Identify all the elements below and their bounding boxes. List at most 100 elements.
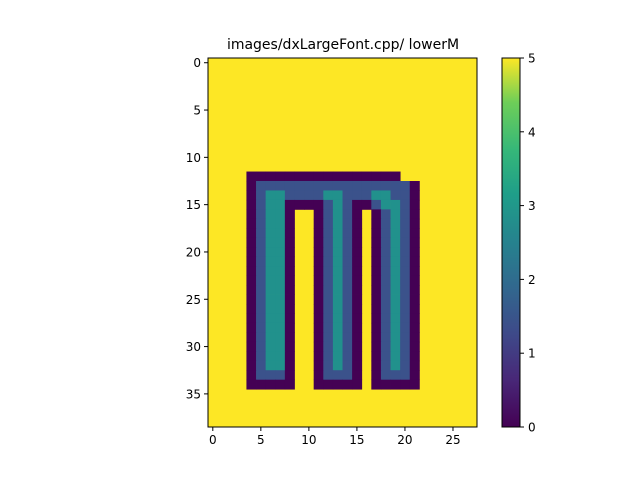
heatmap-cell: [284, 332, 295, 343]
heatmap-cell: [400, 360, 411, 371]
heatmap-cell: [265, 370, 276, 381]
heatmap-cell: [313, 199, 324, 210]
heatmap-cell: [332, 190, 343, 201]
heatmap-cell: [284, 313, 295, 324]
heatmap-cell: [342, 171, 353, 182]
heatmap-cell: [371, 322, 382, 333]
heatmap-cell: [332, 360, 343, 371]
heatmap-cell: [275, 190, 286, 201]
y-tick-label: 35: [186, 387, 201, 401]
heatmap-cell: [380, 379, 391, 390]
heatmap-cell: [409, 218, 420, 229]
heatmap-cell: [390, 351, 401, 362]
heatmap-cell: [275, 370, 286, 381]
heatmap-cell: [246, 266, 257, 277]
heatmap-cell: [409, 247, 420, 258]
heatmap-cell: [409, 190, 420, 201]
heatmap-cell: [352, 275, 363, 286]
heatmap-cell: [284, 171, 295, 182]
heatmap-cell: [323, 228, 334, 239]
heatmap-cell: [332, 256, 343, 267]
heatmap-cell: [342, 256, 353, 267]
heatmap-cell: [409, 181, 420, 191]
heatmap-cell: [390, 190, 401, 201]
heatmap-cell: [323, 190, 334, 201]
heatmap-cell: [332, 275, 343, 286]
heatmap-cell: [342, 237, 353, 248]
heatmap-cell: [323, 341, 334, 352]
heatmap-cell: [390, 181, 401, 191]
heatmap-cell: [265, 256, 276, 267]
heatmap-cell: [284, 190, 295, 201]
heatmap-cell: [390, 247, 401, 258]
heatmap-cell: [284, 322, 295, 333]
heatmap-cell: [284, 237, 295, 248]
heatmap-cell: [400, 294, 411, 305]
heatmap-cell: [275, 322, 286, 333]
heatmap-cell: [284, 304, 295, 314]
heatmap-cell: [409, 332, 420, 343]
heatmap-cell: [352, 304, 363, 314]
heatmap-cell: [390, 228, 401, 239]
heatmap-cell: [400, 370, 411, 381]
heatmap-cell: [390, 209, 401, 220]
heatmap-cell: [409, 304, 420, 314]
heatmap-cell: [380, 218, 391, 229]
heatmap-cell: [256, 171, 267, 182]
heatmap-cell: [361, 181, 372, 191]
heatmap-cell: [265, 351, 276, 362]
heatmap-cell: [390, 285, 401, 295]
heatmap-cell: [400, 341, 411, 352]
heatmap-cell: [390, 266, 401, 277]
heatmap-cell: [371, 275, 382, 286]
heatmap-cell: [332, 294, 343, 305]
heatmap-cell: [409, 237, 420, 248]
heatmap-cell: [380, 322, 391, 333]
heatmap-cell: [246, 181, 257, 191]
heatmap-cell: [409, 351, 420, 362]
heatmap-cell: [323, 237, 334, 248]
heatmap-cell: [256, 370, 267, 381]
heatmap-cell: [380, 370, 391, 381]
heatmap-cell: [246, 256, 257, 267]
heatmap-cell: [342, 190, 353, 201]
heatmap-cell: [284, 294, 295, 305]
heatmap-cell: [275, 351, 286, 362]
heatmap-cell: [313, 181, 324, 191]
heatmap-cell: [332, 304, 343, 314]
heatmap-cell: [332, 237, 343, 248]
heatmap-cell: [313, 360, 324, 371]
heatmap-cell: [313, 247, 324, 258]
heatmap-cell: [352, 332, 363, 343]
heatmap-cell: [265, 247, 276, 258]
heatmap-cell: [313, 332, 324, 343]
heatmap-cell: [352, 256, 363, 267]
y-tick-label: 15: [186, 198, 201, 212]
colorbar-frame: [501, 57, 521, 428]
heatmap-cell: [275, 360, 286, 371]
heatmap-cell: [294, 171, 305, 182]
heatmap-cell: [332, 209, 343, 220]
heatmap-cell: [380, 294, 391, 305]
heatmap-cell: [275, 171, 286, 182]
heatmap-cell: [409, 209, 420, 220]
heatmap-cell: [371, 256, 382, 267]
heatmap-cell: [380, 247, 391, 258]
heatmap-cell: [409, 360, 420, 371]
heatmap-cell: [256, 360, 267, 371]
heatmap-cell: [284, 209, 295, 220]
heatmap-cell: [400, 256, 411, 267]
heatmap-cell: [342, 209, 353, 220]
heatmap-cell: [361, 171, 372, 182]
heatmap-cell: [294, 181, 305, 191]
heatmap-cell: [371, 341, 382, 352]
heatmap-cell: [246, 313, 257, 324]
heatmap-cell: [380, 266, 391, 277]
heatmap-cell: [342, 266, 353, 277]
heatmap-cell: [275, 266, 286, 277]
heatmap-cell: [284, 285, 295, 295]
heatmap-cell: [323, 181, 334, 191]
heatmap-cell: [275, 256, 286, 267]
heatmap-cell: [390, 313, 401, 324]
heatmap-cell: [342, 228, 353, 239]
